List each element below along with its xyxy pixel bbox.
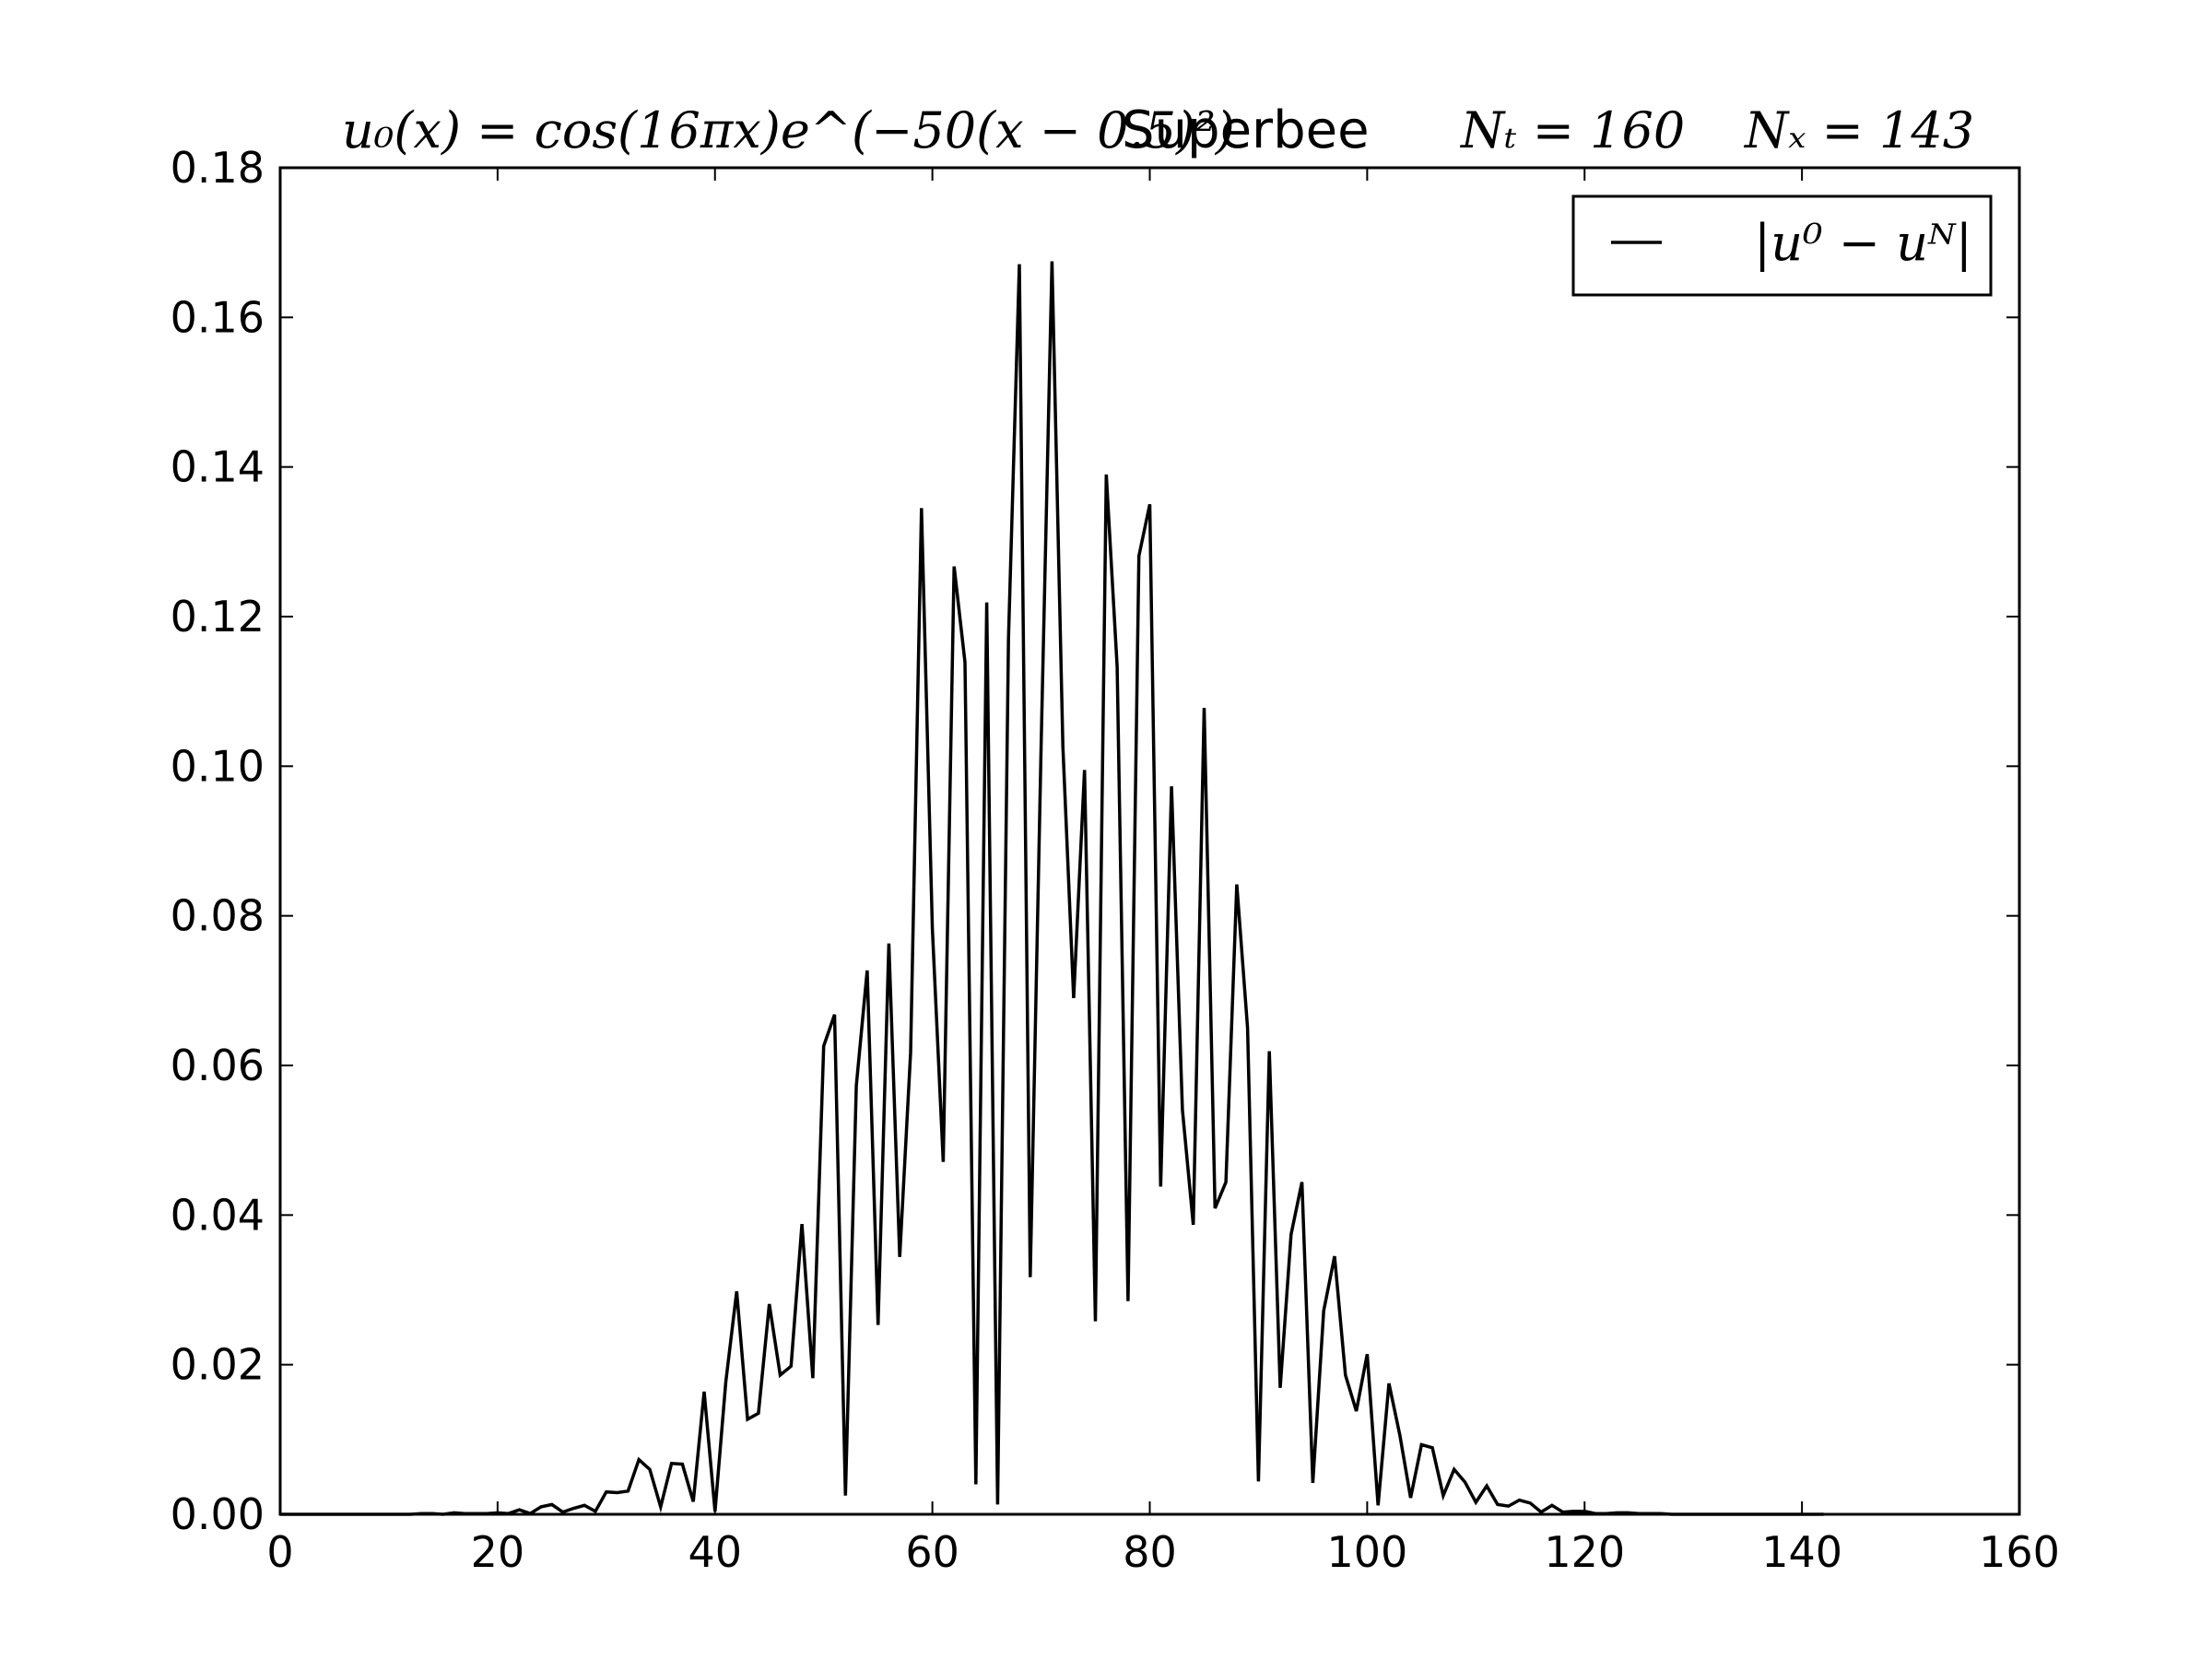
chart-title: u₀(x) = cos(16πx)e^(−50(x − 0.5)²) Super… — [342, 100, 1974, 160]
axis-tick-labels: 0 20 40 60 80 100 120 140 160 0.00 0.02 0.04 0.06 0.0… — [171, 143, 2060, 1577]
title-nt: Nₜ = 160 — [1459, 101, 1685, 159]
y-tick-label: 0.06 — [171, 1041, 265, 1090]
x-tick-label: 140 — [1761, 1527, 1842, 1577]
y-tick-label: 0.02 — [171, 1340, 265, 1390]
x-tick-label: 100 — [1326, 1527, 1407, 1577]
x-tick-label: 160 — [1979, 1527, 2060, 1577]
series-layer — [280, 261, 1824, 1516]
title-formula: u₀(x) = cos(16πx)e^(−50(x − 0.5)²) — [342, 101, 1235, 159]
y-tick-label: 0.08 — [171, 891, 265, 941]
legend-label: |u⁰ − uᴺ| — [1754, 214, 1972, 272]
plot-frame — [278, 166, 2021, 1516]
x-tick-label: 80 — [1123, 1527, 1177, 1577]
y-tick-label: 0.00 — [171, 1489, 265, 1539]
y-tick-label: 0.12 — [171, 592, 265, 641]
series-line-0 — [280, 261, 1824, 1516]
x-tick-label: 0 — [266, 1527, 293, 1577]
y-tick-label: 0.14 — [171, 442, 265, 492]
y-tick-label: 0.04 — [171, 1190, 265, 1240]
legend-box — [1571, 194, 1993, 297]
x-tick-label: 20 — [471, 1527, 525, 1577]
y-tick-label: 0.16 — [171, 292, 265, 342]
x-tick-label: 60 — [905, 1527, 959, 1577]
x-tick-label: 120 — [1544, 1527, 1625, 1577]
y-tick-label: 0.10 — [171, 741, 265, 791]
axis-ticks — [279, 167, 2020, 1515]
y-tick-label: 0.18 — [171, 143, 265, 193]
x-tick-label: 40 — [688, 1527, 742, 1577]
title-nx: Nₓ = 143 — [1743, 101, 1974, 159]
title-scheme: Superbee — [1122, 100, 1370, 160]
legend: |u⁰ − uᴺ| — [1571, 194, 1993, 297]
